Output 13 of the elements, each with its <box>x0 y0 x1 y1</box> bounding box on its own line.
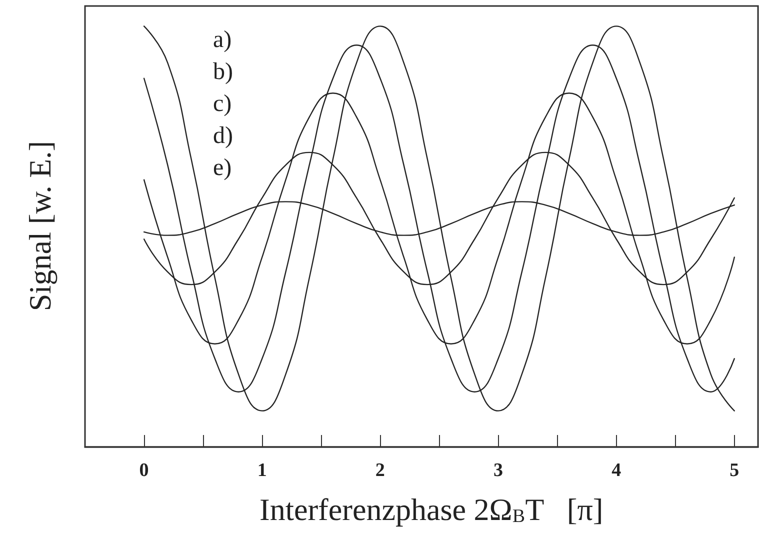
x-tick-label: 2 <box>375 460 385 481</box>
annotation: d) <box>213 123 233 149</box>
x-tick-label: 5 <box>730 460 740 481</box>
annotation: e) <box>213 155 232 181</box>
x-tick-label: 3 <box>493 460 503 481</box>
x-axis-title: Interferenzphase 2ΩBT [π] <box>260 492 604 527</box>
y-axis-title: Signal [w. E.] <box>22 140 58 312</box>
annotation: c) <box>213 91 232 117</box>
annotation: a) <box>213 27 232 53</box>
x-tick-label: 4 <box>612 460 622 481</box>
annotation: b) <box>213 59 233 85</box>
x-tick-label: 1 <box>257 460 267 481</box>
x-tick-label: 0 <box>139 460 149 481</box>
